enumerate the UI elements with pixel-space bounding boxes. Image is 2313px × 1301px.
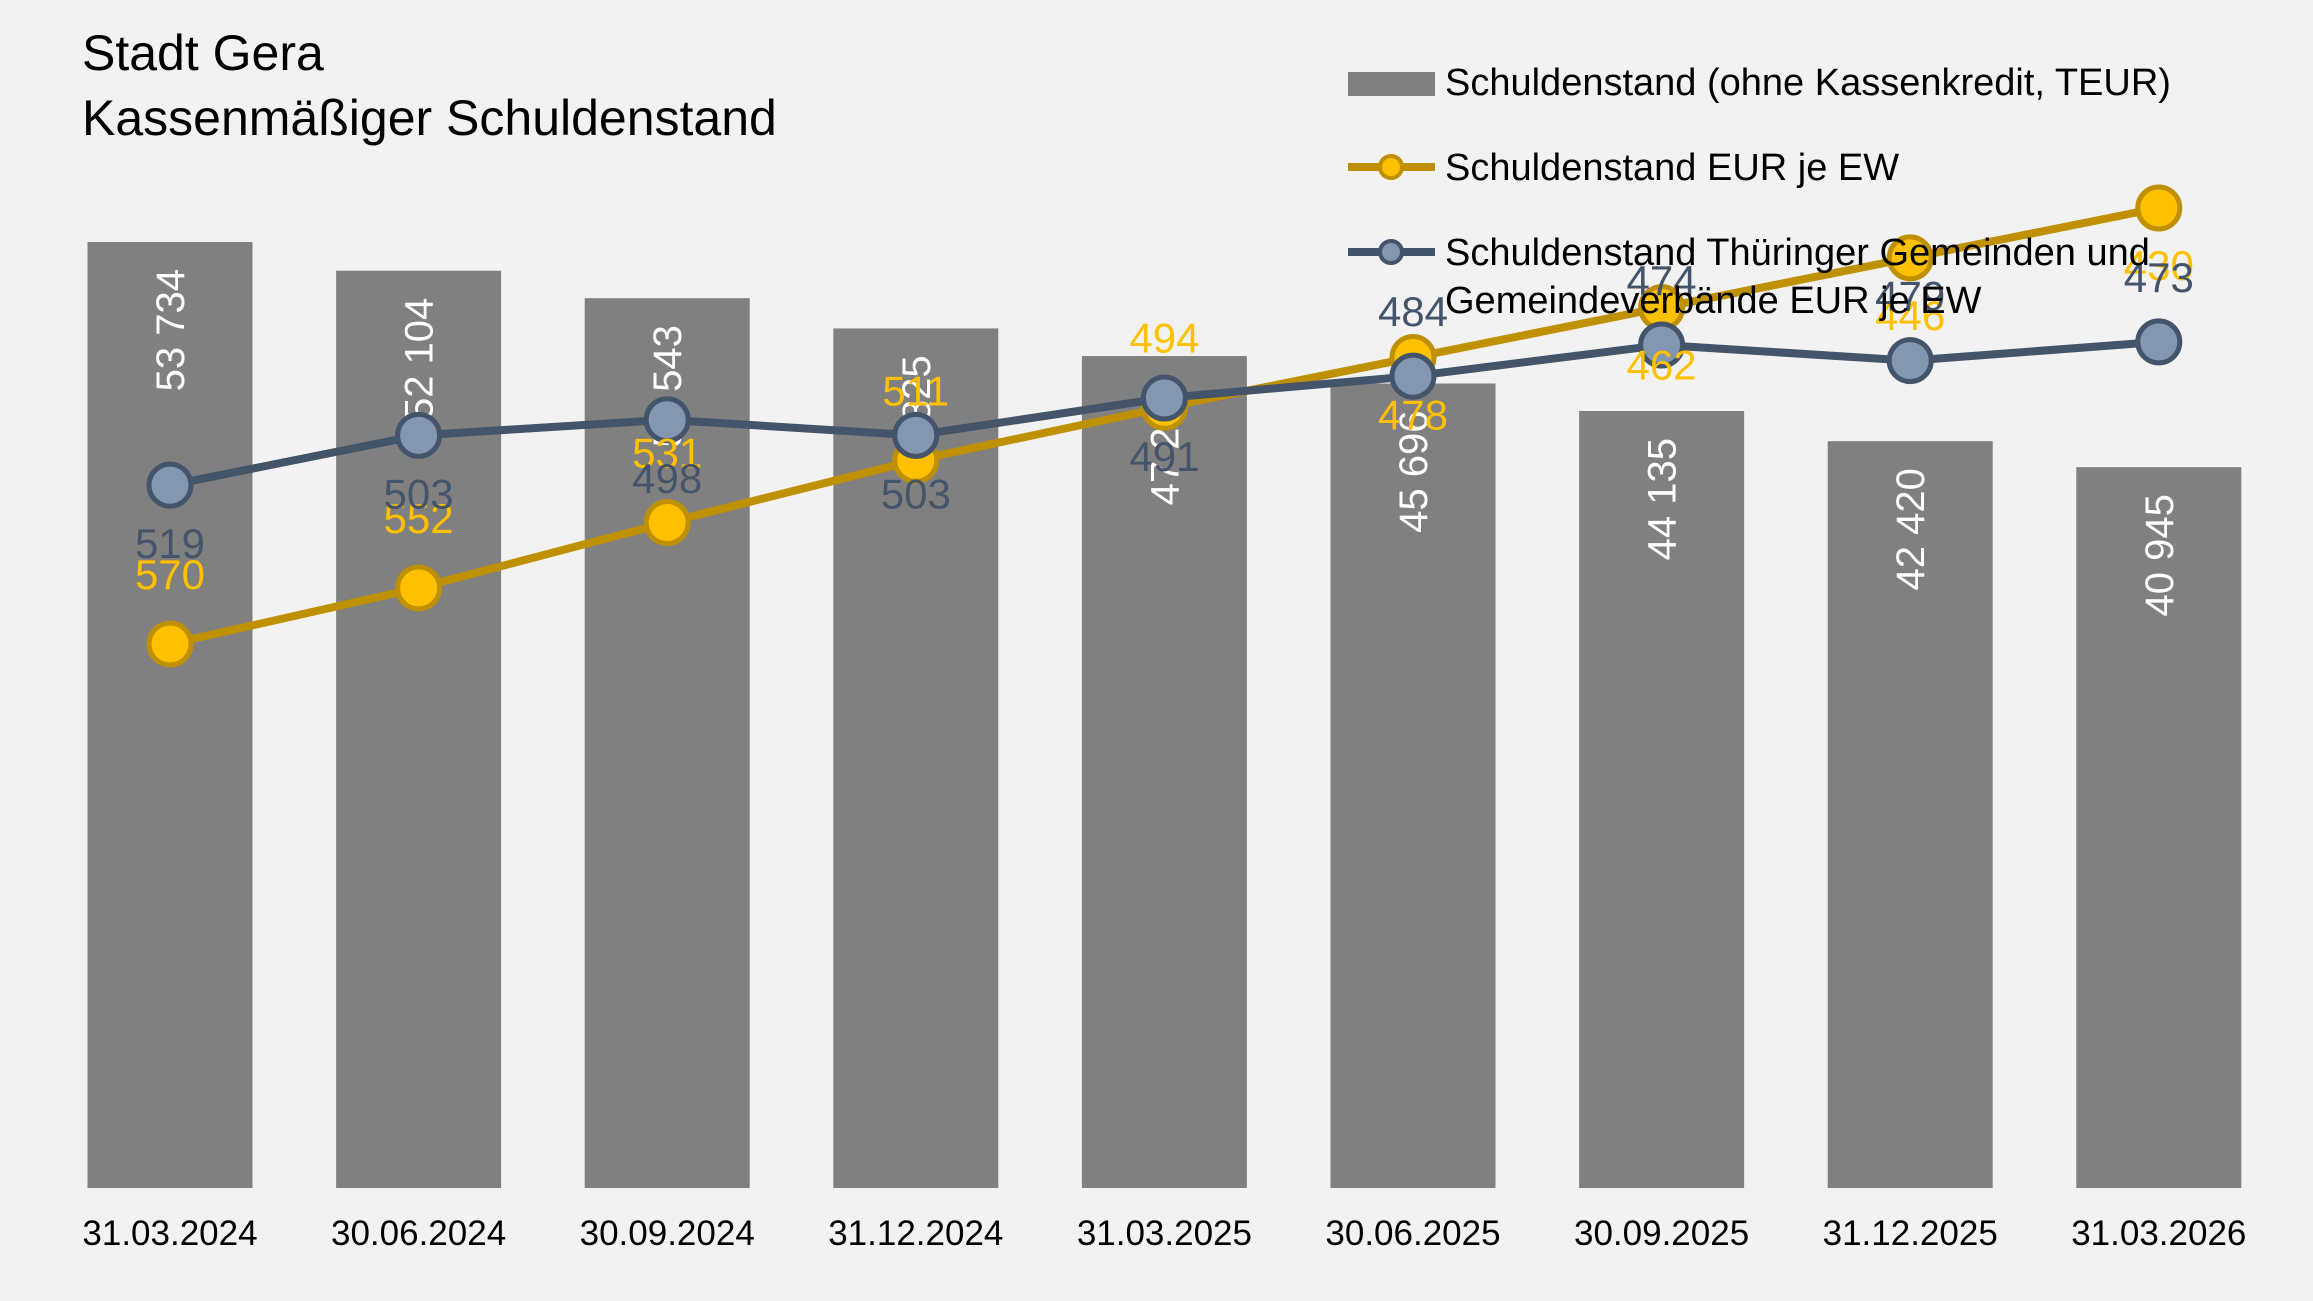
gold-series-value-label: 494	[1129, 314, 1199, 361]
blue-series-value-label: 503	[384, 470, 454, 517]
bar-series	[87, 242, 2242, 1189]
bar-value-label: 40 945	[2138, 494, 2182, 616]
blue-series-point	[1638, 321, 1686, 369]
bar-value-label: 42 420	[1889, 468, 1933, 590]
blue-series-point	[1140, 374, 1188, 422]
blue-series-point	[395, 411, 443, 459]
x-tick-label: 31.12.2024	[828, 1214, 1003, 1253]
blue-series-point	[643, 396, 691, 444]
gold-series-value-label: 446	[1875, 292, 1945, 339]
line-data-labels: 570 552 531 511 494 478 462 446 430 519 503 498 503 4…	[135, 242, 2194, 598]
x-tick-label: 31.03.2024	[82, 1214, 257, 1253]
bar	[1330, 383, 1496, 1188]
blue-series-point	[1389, 352, 1437, 400]
legend: Schuldenstand (ohne Kassenkredit, TEUR) …	[1348, 62, 2171, 322]
legend-gold-label: Schuldenstand EUR je EW	[1445, 147, 1899, 189]
blue-series-value-label: 503	[881, 470, 951, 517]
legend-blue-label-line2: Gemeindeverbände EUR je EW	[1445, 280, 1982, 322]
bar-value-label: 45 696	[1392, 411, 1436, 533]
x-tick-label: 31.03.2026	[2071, 1214, 2246, 1253]
gold-series-value-label: 462	[1627, 342, 1697, 389]
blue-series-value-label: 491	[1129, 433, 1199, 480]
x-tick-label: 31.12.2025	[1823, 1214, 1998, 1253]
blue-series-value-label: 473	[2124, 254, 2194, 301]
gold-series-value-label: 430	[2124, 242, 2194, 289]
blue-series-point	[892, 411, 940, 459]
legend-bar-label: Schuldenstand (ohne Kassenkredit, TEUR)	[1445, 62, 2171, 104]
gold-series-value-label: 478	[1378, 391, 1448, 438]
blue-series-value-label: 479	[1875, 273, 1945, 320]
legend-blue-label-line1: Schuldenstand Thüringer Gemeinden und	[1445, 232, 2150, 274]
x-tick-label: 30.09.2024	[580, 1214, 755, 1253]
gold-series-point	[643, 499, 691, 547]
line-series	[146, 184, 2183, 668]
gold-series-point	[2135, 184, 2183, 232]
blue-series-value-label: 484	[1378, 288, 1448, 335]
gold-series-value-label: 570	[135, 551, 205, 598]
bar	[1827, 441, 1993, 1189]
bar	[2076, 467, 2242, 1188]
blue-series-value-label: 474	[1627, 257, 1697, 304]
bar-value-label: 52 104	[398, 298, 442, 420]
gold-series-value-label: 552	[384, 495, 454, 542]
legend-blue-marker	[1378, 239, 1404, 265]
gold-series-point	[1886, 234, 1934, 282]
gold-series-point	[395, 564, 443, 612]
gold-series-point	[146, 620, 194, 668]
gold-series-value-label: 531	[632, 430, 702, 477]
bar-value-label: 53 734	[149, 269, 193, 391]
chart-subtitle: Kassenmäßiger Schuldenstand	[82, 90, 777, 146]
legend-bar-swatch	[1348, 72, 1435, 96]
x-tick-label: 30.09.2025	[1574, 1214, 1749, 1253]
gold-series-value-label: 511	[882, 367, 949, 414]
blue-series-value-label: 498	[632, 455, 702, 502]
chart-title: Stadt Gera	[82, 25, 324, 81]
x-tick-label: 30.06.2025	[1325, 1214, 1500, 1253]
bar-value-label: 44 135	[1641, 438, 1685, 560]
bar	[87, 242, 253, 1188]
x-axis-tick-labels: 31.03.2024 30.06.2024 30.09.2024 31.12.2024…	[82, 1214, 2246, 1253]
bar	[1579, 410, 1745, 1189]
blue-series-point	[1886, 337, 1934, 385]
blue-series-value-label: 519	[135, 520, 205, 567]
blue-series-point	[2135, 318, 2183, 366]
legend-gold-marker	[1378, 154, 1404, 180]
x-tick-label: 31.03.2025	[1077, 1214, 1252, 1253]
blue-series-point	[146, 461, 194, 509]
bar	[584, 298, 750, 1188]
x-tick-label: 30.06.2024	[331, 1214, 506, 1253]
bar	[1081, 356, 1247, 1188]
